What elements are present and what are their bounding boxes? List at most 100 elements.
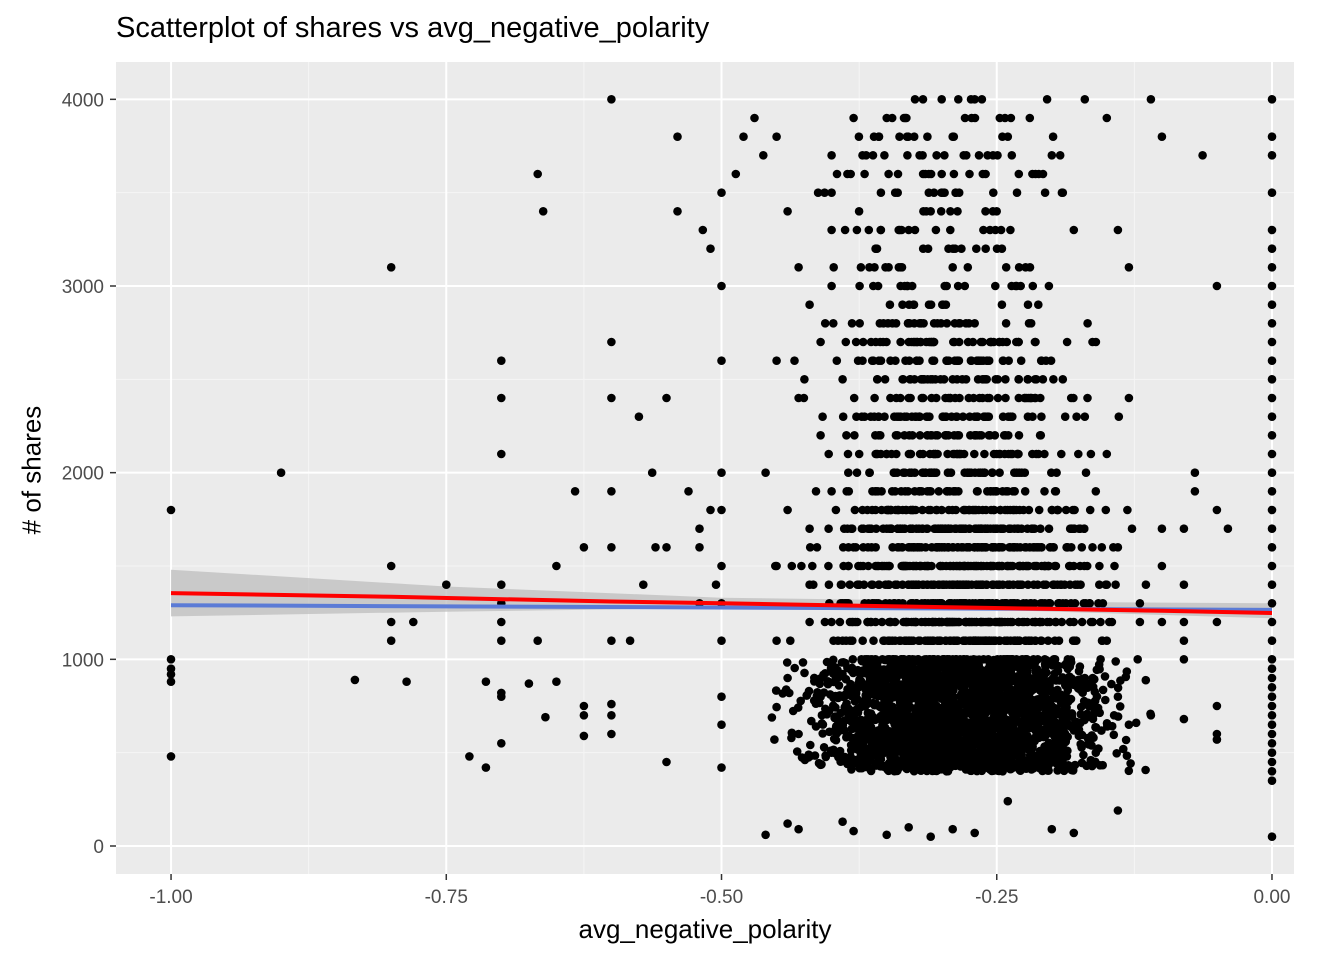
data-point: [1061, 599, 1071, 608]
data-point: [1057, 617, 1067, 627]
data-point: [1267, 449, 1277, 459]
data-point: [782, 658, 792, 667]
data-point: [1078, 674, 1087, 684]
data-point: [833, 693, 843, 703]
data-point: [1146, 95, 1156, 104]
data-point: [988, 468, 997, 478]
data-point: [1133, 655, 1142, 664]
data-point: [1016, 356, 1026, 366]
data-point: [898, 375, 907, 384]
data-point: [1179, 617, 1189, 627]
data-point: [922, 655, 931, 664]
data-point: [903, 151, 912, 160]
data-point: [996, 225, 1006, 235]
data-point: [829, 655, 838, 665]
data-point: [1008, 412, 1017, 422]
data-point: [979, 617, 988, 627]
data-point: [698, 225, 708, 235]
data-point: [1047, 824, 1057, 834]
data-point: [817, 710, 827, 720]
x-tick-label: -0.25: [975, 887, 1018, 908]
data-point: [985, 743, 994, 753]
data-point: [1063, 655, 1073, 664]
data-point: [607, 699, 616, 709]
data-point: [1190, 468, 1200, 478]
data-point: [896, 710, 905, 719]
data-point: [1049, 375, 1058, 384]
data-point: [662, 757, 671, 767]
data-point: [1095, 561, 1104, 571]
data-point: [943, 468, 953, 478]
data-point: [972, 244, 981, 253]
data-point: [1070, 760, 1080, 770]
data-point: [1179, 636, 1189, 645]
data-point: [1050, 655, 1060, 664]
data-point: [1039, 580, 1048, 589]
data-point: [1021, 263, 1030, 272]
data-point: [1047, 505, 1057, 515]
data-point: [955, 393, 964, 403]
data-point: [1267, 487, 1277, 496]
data-point: [996, 683, 1005, 693]
data-point: [1033, 703, 1042, 712]
data-point: [1023, 617, 1032, 627]
data-point: [943, 543, 953, 552]
data-point: [835, 669, 845, 678]
data-point: [891, 724, 901, 733]
data-point: [1069, 828, 1079, 838]
data-point: [995, 468, 1004, 478]
data-point: [838, 817, 847, 826]
data-point: [1008, 617, 1017, 627]
data-point: [918, 580, 928, 589]
data-point: [1010, 745, 1019, 755]
data-point: [1097, 636, 1107, 645]
data-point: [874, 580, 884, 589]
data-point: [948, 505, 957, 515]
data-point: [832, 356, 842, 366]
data-point: [881, 580, 890, 589]
data-point: [838, 412, 848, 422]
data-point: [761, 468, 770, 478]
data-point: [805, 543, 815, 552]
data-point: [538, 207, 548, 216]
data-point: [1074, 449, 1083, 459]
data-point: [1023, 667, 1032, 676]
data-point: [1006, 113, 1016, 123]
data-point: [949, 487, 958, 496]
data-point: [906, 505, 916, 515]
data-point: [402, 677, 411, 686]
data-point: [1049, 543, 1058, 552]
data-point: [607, 543, 616, 552]
data-point: [662, 543, 671, 552]
data-point: [820, 617, 830, 627]
data-point: [954, 704, 963, 713]
data-point: [465, 752, 474, 761]
data-point: [858, 561, 868, 571]
data-point: [1035, 714, 1045, 724]
data-point: [895, 524, 905, 533]
data-point: [1124, 766, 1134, 776]
data-point: [884, 169, 893, 179]
data-point: [1105, 617, 1114, 627]
data-point: [871, 543, 880, 552]
data-point: [842, 431, 851, 440]
data-point: [1041, 662, 1050, 671]
data-point: [1115, 702, 1125, 711]
data-point: [786, 636, 795, 645]
data-point: [849, 393, 859, 403]
data-point: [872, 714, 882, 724]
x-tick-label: -1.00: [149, 887, 192, 908]
data-point: [1010, 636, 1020, 645]
data-point: [1179, 580, 1189, 589]
data-point: [813, 188, 823, 197]
data-point: [1047, 468, 1056, 478]
data-point: [1077, 543, 1087, 552]
data-point: [1047, 151, 1057, 160]
data-point: [1109, 730, 1119, 740]
data-point: [1033, 655, 1043, 664]
data-point: [863, 543, 873, 552]
data-point: [940, 151, 949, 160]
data-point: [1082, 561, 1092, 571]
data-point: [1097, 543, 1107, 552]
data-point: [651, 543, 660, 552]
